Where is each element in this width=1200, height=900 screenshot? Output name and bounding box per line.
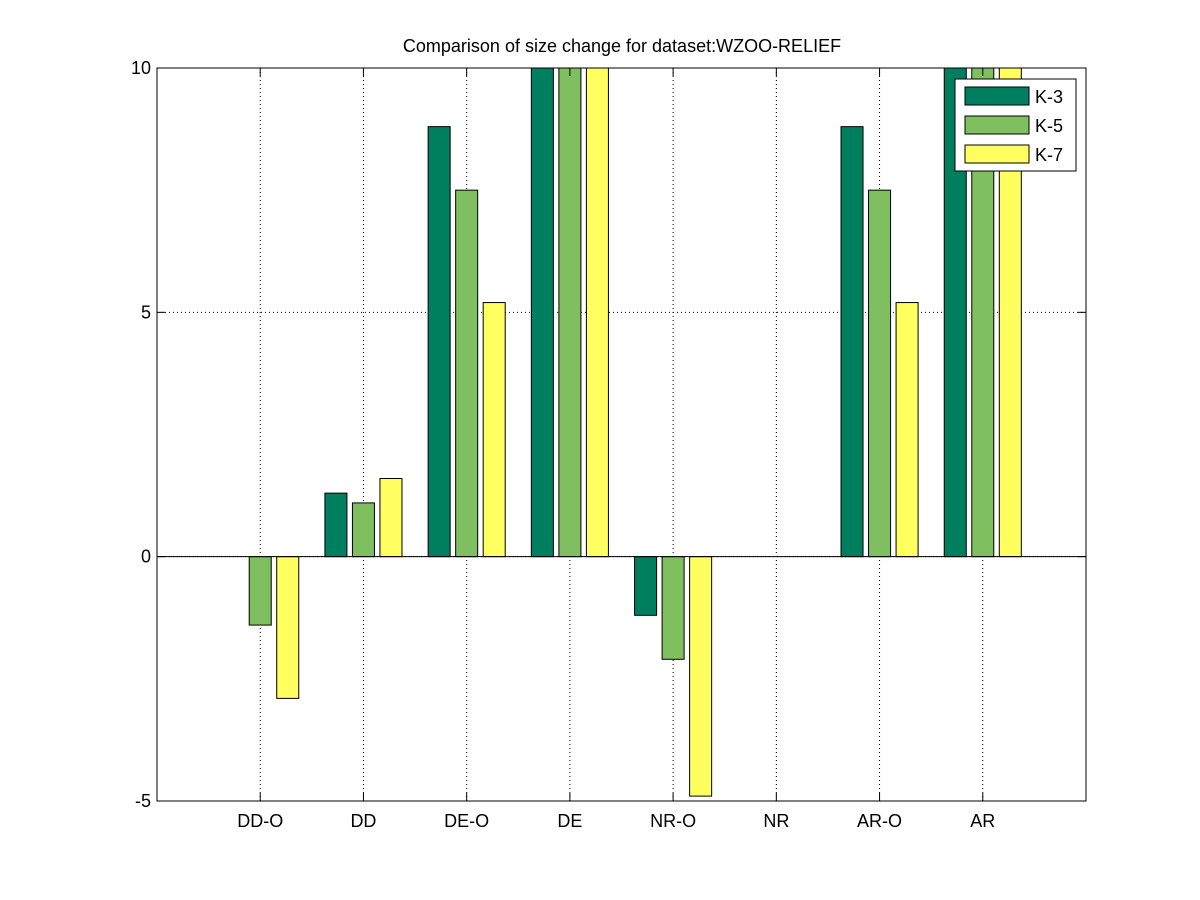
x-tick-label: DE (557, 811, 582, 831)
legend: K-3 K-5 K-7 (954, 78, 1077, 172)
legend-swatch-k-5 (964, 115, 1030, 135)
bar-k-5-dd-o (248, 556, 272, 626)
bar-k-7-nr-o (689, 556, 713, 797)
legend-swatch-k-3 (964, 86, 1030, 106)
chart-title: Comparison of size change for dataset:WZ… (403, 36, 841, 56)
bar-k-7-dd (379, 477, 403, 558)
legend-label-k-3: K-3 (1035, 87, 1063, 107)
x-tick-label: DE-O (444, 811, 489, 831)
y-tick-label: 5 (141, 302, 151, 322)
bar-k-7-dd-o (276, 556, 300, 699)
bar-k-5-nr-o (661, 556, 685, 660)
bar-k-7-de (585, 68, 609, 558)
bar-k-3-ar-o (840, 126, 864, 558)
bar-k-5-ar-o (868, 189, 892, 558)
bar-k-3-nr-o (634, 556, 658, 616)
bar-k-3-de (530, 68, 554, 558)
x-tick-label: DD (350, 811, 376, 831)
y-tick-label: 10 (131, 58, 151, 78)
x-tick-label: AR-O (857, 811, 902, 831)
legend-label-k-7: K-7 (1035, 145, 1063, 165)
bar-k-5-de-o (455, 189, 479, 558)
x-tick-label: NR-O (650, 811, 696, 831)
bar-k-3-de-o (427, 126, 451, 558)
bar-k-5-dd (351, 502, 375, 558)
bar-k-7-de-o (482, 302, 506, 558)
y-tick-label: 0 (141, 547, 151, 567)
legend-label-k-5: K-5 (1035, 116, 1063, 136)
plot-background (157, 68, 1086, 801)
axes-box (156, 67, 1087, 802)
x-tick-label: DD-O (237, 811, 283, 831)
bar-k-7-ar-o (895, 302, 919, 558)
bar-k-5-de (558, 68, 582, 558)
plot-area: -5 0 5 10 DD-O DD DE-O DE NR-O NR AR-O AR (131, 58, 1087, 831)
legend-swatch-k-7 (964, 144, 1030, 164)
y-tick-label: -5 (135, 791, 151, 811)
bars (248, 68, 1022, 797)
x-tick-label: AR (970, 811, 995, 831)
bar-k-3-dd (324, 492, 348, 558)
x-tick-label: NR (763, 811, 789, 831)
